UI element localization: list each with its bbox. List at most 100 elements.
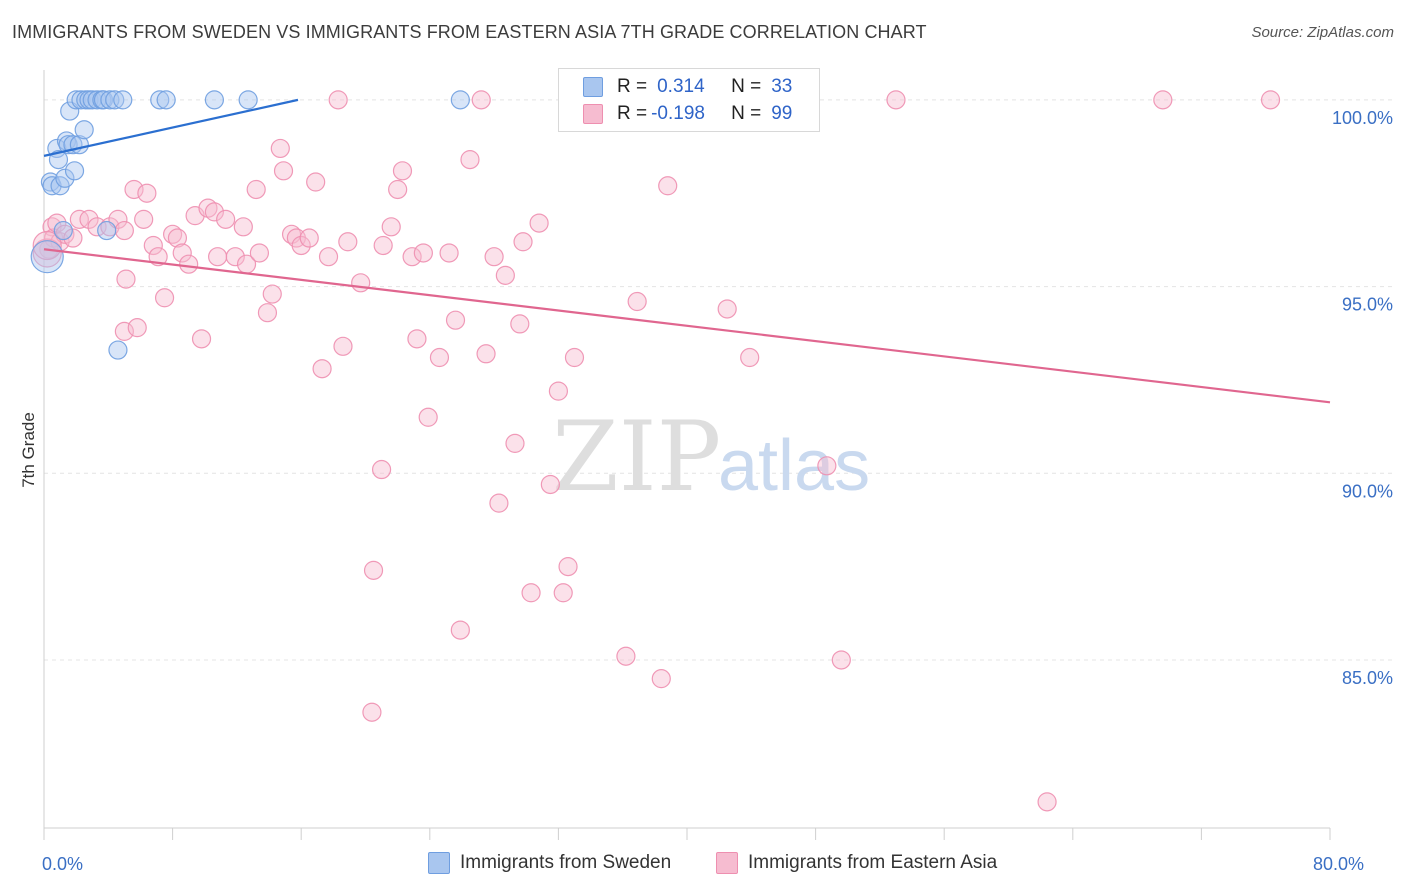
n-label: N = [731,76,762,97]
n-value: 99 [771,103,793,124]
eastern-asia-point [429,347,450,368]
eastern-asia-trend-line [43,248,1331,404]
stats-legend-row-eastern-asia: R = -0.198 N = 99 [559,101,792,127]
eastern-asia-point [127,318,147,338]
eastern-asia-point [167,228,188,248]
sweden-point [204,90,224,110]
eastern-asia-point [418,407,438,427]
sweden-point [450,90,470,110]
eastern-asia-point [262,284,282,304]
eastern-asia-point [116,269,136,289]
r-label: R = [617,76,648,97]
eastern-asia-point [1260,90,1281,110]
eastern-asia-point [450,620,470,640]
eastern-asia-point [407,329,427,349]
eastern-asia-point [318,247,339,267]
eastern-asia-point [363,560,384,580]
eastern-asia-point [172,243,192,263]
sweden-trend-line [43,98,299,157]
eastern-asia-point [651,669,671,689]
eastern-asia-point [362,702,382,722]
axis-labels: 7th Grade 100.0% 95.0% 90.0% 85.0% 0.0% 80.0% [19,108,1393,874]
eastern-asia-point [32,238,62,268]
eastern-asia-point [328,90,348,110]
eastern-asia-point [270,138,290,159]
eastern-asia-point [257,303,278,323]
eastern-asia-point [1037,792,1057,812]
eastern-asia-point [32,230,62,261]
chart-title: IMMIGRANTS FROM SWEDEN VS IMMIGRANTS FRO… [12,22,927,42]
source-label: Source: ZipAtlas.com [1251,24,1394,41]
eastern-asia-point [246,179,266,200]
data-points [30,90,1281,812]
watermark-zip: ZIP [552,401,721,513]
eastern-asia-point [47,213,67,233]
eastern-asia-point [114,321,134,341]
eastern-asia-point [564,347,585,368]
eastern-asia-point [529,213,549,233]
y-axis-label: 7th Grade [19,412,38,488]
eastern-asia-point [371,459,392,480]
eastern-asia-point [249,243,270,263]
legend-label: Immigrants from Eastern Asia [748,852,998,873]
stats-legend: R = 0.314 N = 33 R = -0.198 N = 99 [558,68,820,132]
eastern-asia-point [413,243,433,263]
watermark: ZIP atlas [552,401,870,513]
eastern-asia-point [306,172,326,192]
eastern-asia-point [299,228,319,248]
eastern-asia-point [495,265,515,285]
stats-legend-row-sweden: R = 0.314 N = 33 [559,74,792,100]
eastern-asia-point [658,176,678,196]
eastern-asia-point [817,456,837,476]
x-tick-label: 0.0% [42,854,83,874]
eastern-asia-point [471,90,491,110]
eastern-asia-point [886,90,906,110]
eastern-asia-point [100,217,120,237]
eastern-asia-point [225,247,245,267]
eastern-asia-point [445,310,466,330]
y-tick-label: 85.0% [1342,668,1393,688]
sweden-point [93,90,114,110]
eastern-asia-point [521,583,541,603]
eastern-asia-point [338,232,358,252]
sweden-point [238,90,258,110]
eastern-asia-point [460,150,480,170]
eastern-asia-point [204,202,224,222]
eastern-asia-point [69,209,89,229]
eastern-asia-point [627,291,647,312]
eastern-asia-point [291,235,311,256]
eastern-asia-point [558,557,578,577]
sweden-point [64,161,85,181]
eastern-asia-point [124,179,144,200]
eastern-asia-point [137,183,157,203]
eastern-asia-point [63,228,83,248]
axes [43,70,1331,840]
eastern-asia-point [740,347,760,368]
y-tick-label: 95.0% [1342,295,1393,315]
eastern-asia-point [373,235,393,256]
eastern-asia-point [402,247,422,267]
legend-item-sweden: Immigrants from Sweden [428,852,671,874]
sweden-point [53,220,73,241]
legend-item-eastern-asia: Immigrants from Eastern Asia [716,852,997,874]
eastern-asia-point [273,161,294,181]
sweden-point [113,90,133,110]
sweden-point [55,168,75,188]
eastern-asia-swatch [583,104,603,124]
eastern-asia-point [216,209,236,229]
eastern-asia-point [489,493,509,513]
n-value: 33 [771,76,793,97]
y-tick-label: 100.0% [1332,108,1393,128]
r-value: -0.198 [651,103,705,124]
sweden-point [30,240,64,274]
grid-lines [44,99,1394,661]
eastern-asia-point [439,243,459,263]
trend-lines [43,98,1331,404]
eastern-asia-point [1153,90,1173,110]
eastern-asia-point [476,344,496,364]
sweden-point [108,340,128,360]
eastern-asia-point [191,329,212,349]
sweden-swatch [583,77,603,97]
y-tick-label: 90.0% [1342,481,1393,501]
eastern-asia-point [513,232,533,252]
